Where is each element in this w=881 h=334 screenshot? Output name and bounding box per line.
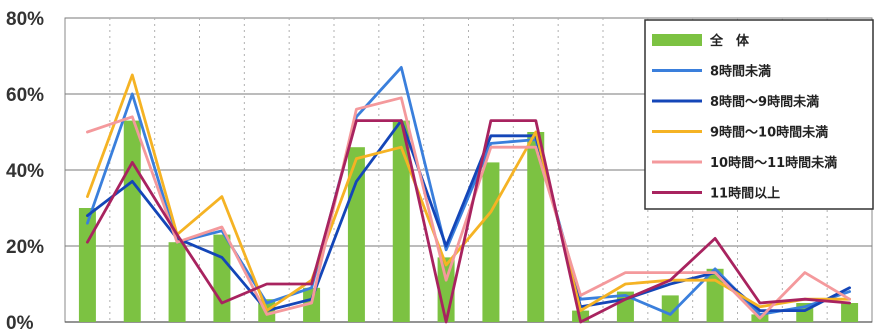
legend-label: 10時間～11時間未満 bbox=[710, 155, 837, 171]
bar bbox=[303, 287, 321, 322]
bar bbox=[213, 234, 231, 322]
y-tick-label: 40% bbox=[6, 161, 44, 182]
y-tick-label: 80% bbox=[6, 9, 44, 30]
series-line-1 bbox=[86, 66, 851, 316]
legend-swatch-bar bbox=[652, 34, 702, 46]
bar bbox=[392, 120, 410, 322]
y-tick-label: 20% bbox=[6, 237, 44, 258]
legend-label: 8時間～9時間未満 bbox=[710, 94, 819, 110]
bar bbox=[123, 120, 141, 322]
legend-label-bar: 全 体 bbox=[709, 33, 750, 49]
bar bbox=[661, 295, 679, 322]
bar bbox=[527, 132, 545, 322]
y-tick-label: 60% bbox=[6, 85, 44, 106]
bar bbox=[841, 303, 859, 322]
bar bbox=[482, 162, 500, 322]
legend-box bbox=[644, 19, 874, 210]
legend-label: 9時間～10時間未満 bbox=[710, 125, 828, 141]
legend-label: 8時間未満 bbox=[710, 64, 771, 80]
lines-group bbox=[86, 66, 851, 324]
bar bbox=[78, 208, 96, 322]
legend-label: 11時間以上 bbox=[710, 186, 780, 202]
series-line-4 bbox=[86, 96, 851, 320]
bar bbox=[168, 242, 186, 322]
y-tick-label: 0% bbox=[6, 313, 34, 334]
legend: 全 体 8時間未満 8時間～9時間未満 9時間～10時間未満 10時間～11時間未満 11… bbox=[644, 19, 874, 210]
y-axis: 0% 20% 40% 60% 80% bbox=[6, 9, 44, 334]
series-line-5 bbox=[86, 119, 851, 324]
series-line-3 bbox=[86, 73, 851, 313]
